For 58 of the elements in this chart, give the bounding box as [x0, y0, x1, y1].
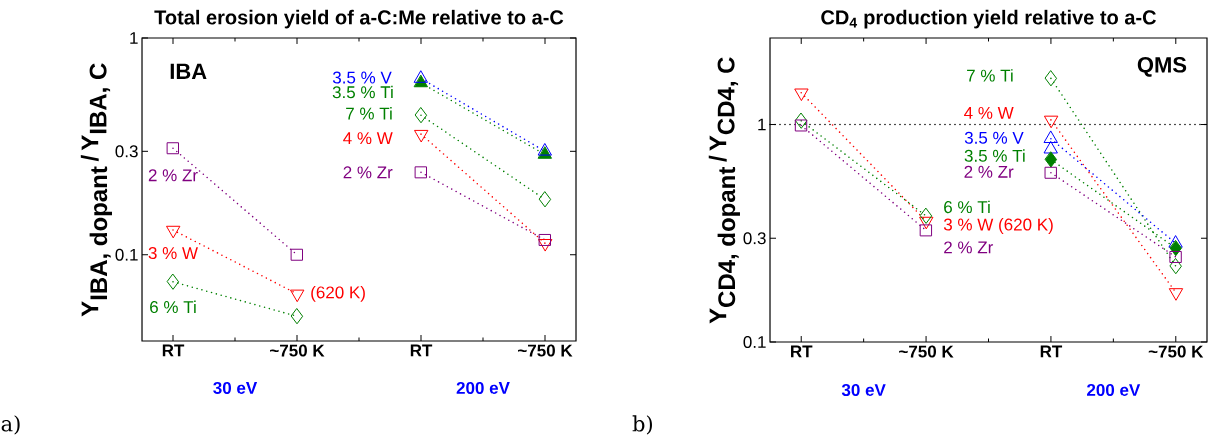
series-label: 3.5 % V	[332, 71, 392, 84]
point	[538, 191, 552, 208]
text: 200 eV	[456, 381, 510, 394]
x-tick-label: RT	[791, 345, 813, 358]
series-label: 6 % Ti	[944, 200, 990, 214]
x-tick-label: RT	[1040, 345, 1063, 358]
text: 200 eV	[1087, 384, 1141, 397]
x-tick-label: RT	[162, 344, 185, 357]
y-tick-label: 0.1	[743, 335, 766, 349]
chart-title: CD$_{4}$ production yield relative to a-C	[821, 9, 1157, 29]
y-tick-label: 1	[130, 32, 138, 44]
text: b)	[632, 415, 652, 435]
text: 30 eV	[841, 383, 886, 397]
point	[1169, 258, 1182, 275]
series-label: 2 % Zr	[964, 165, 1014, 178]
series-label: 2 % Zr	[944, 241, 994, 254]
x-tick-label: ~750 K	[518, 344, 573, 357]
series-label: 3.5 % Ti	[332, 85, 393, 99]
y-axis-title: $\textbf{Y}_{\textbf{IBA, dopant}}\,\textbf{/}\,\textbf{Y}_{\textbf{IBA, C}}$	[80, 63, 112, 317]
x-tick-label: ~750 K	[1148, 345, 1204, 358]
point	[1169, 250, 1182, 263]
x-tick-label: RT	[410, 344, 433, 357]
y-tick-label: 0.3	[743, 232, 766, 245]
point	[291, 248, 304, 261]
point	[290, 308, 304, 325]
series-label: 4 % W	[964, 106, 1014, 119]
series-label: 2 % Zr	[148, 169, 198, 182]
series-label: 7 % Ti	[346, 107, 392, 120]
text: 30 eV	[213, 381, 258, 394]
series-label: 3 % W	[148, 247, 198, 260]
y-axis-title: $\textbf{Y}_{\textbf{CD4, dopant}}\,\textbf{/}\,\textbf{Y}_{\textbf{CD4, C}}$	[708, 57, 740, 324]
point	[795, 112, 808, 129]
point	[414, 107, 428, 124]
point	[1044, 166, 1057, 179]
point	[795, 119, 808, 132]
x-tick-label: ~750 K	[270, 344, 325, 357]
annotation: QMS	[1137, 57, 1187, 77]
annotation: (620 K)	[311, 285, 365, 302]
series-label: 3 % W (620 K)	[943, 218, 1053, 234]
series-label: 3.5 % V	[964, 131, 1024, 144]
text: a)	[1, 415, 20, 435]
series-label: 7 % Ti	[967, 69, 1013, 82]
point	[1043, 141, 1058, 154]
point	[415, 166, 427, 179]
point	[166, 273, 180, 290]
y-tick-label: 0.1	[115, 248, 138, 261]
y-tick-label: 1	[758, 118, 766, 131]
point	[167, 142, 180, 155]
point	[1044, 151, 1058, 168]
y-tick-label: 0.3	[115, 145, 138, 158]
series-label: 4 % W	[343, 132, 393, 145]
x-tick-label: ~750 K	[899, 345, 954, 358]
series-label: 3.5 % Ti	[964, 149, 1025, 162]
chart-title: Total erosion yield of a-C:Me relative to a-C	[154, 9, 564, 29]
annotation: IBA	[170, 63, 207, 79]
series-label: 2 % Zr	[343, 166, 393, 179]
series-label: 6 % Ti	[150, 300, 196, 314]
point	[1044, 70, 1058, 87]
